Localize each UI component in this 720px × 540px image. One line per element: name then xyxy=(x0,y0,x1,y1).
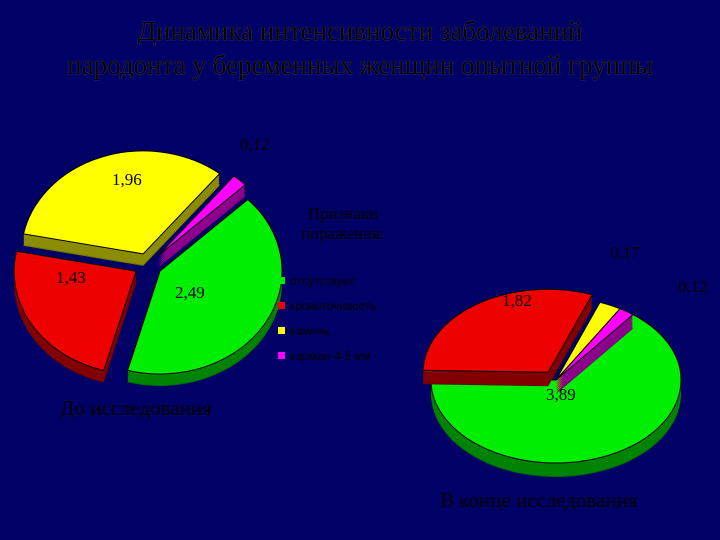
data-label: 3,89 xyxy=(546,385,576,404)
data-label: 0,17 xyxy=(610,243,640,262)
data-label: 1,96 xyxy=(112,170,142,189)
pie-slice-top xyxy=(430,313,682,464)
legend-swatch-yellow xyxy=(278,327,285,334)
chart-title: Динамика интенсивности заболеваний парод… xyxy=(0,14,720,82)
legend-item-none: отсутствуют xyxy=(278,268,418,293)
pie-slice xyxy=(422,288,593,387)
pie-slice-top xyxy=(422,288,593,373)
pie-slice-top xyxy=(555,308,634,381)
pie-slice xyxy=(430,313,682,477)
legend-label: кровоточивость xyxy=(290,298,377,313)
caption-before: До исследования xyxy=(60,396,212,420)
legend-title-line-2: поражения: xyxy=(301,224,385,243)
pie-slice-top xyxy=(22,150,221,255)
data-label: 0,12 xyxy=(240,135,270,154)
legend: Признаки поражения: отсутствуют кровоточ… xyxy=(278,204,418,368)
pie-slice-top xyxy=(13,250,137,372)
title-line-2: пародонта у беременных женщин опытной гр… xyxy=(67,50,653,80)
pie-slice-top xyxy=(126,198,283,375)
legend-swatch-red xyxy=(278,302,285,309)
data-label: 2,49 xyxy=(175,283,205,302)
pie-slice xyxy=(126,198,283,387)
pie-slice xyxy=(13,250,137,383)
data-label: 0,12 xyxy=(678,277,708,296)
legend-title: Признаки поражения: xyxy=(278,204,408,244)
legend-title-line-1: Признаки xyxy=(307,204,379,223)
legend-item-calculus: камень xyxy=(278,318,418,343)
legend-item-bleeding: кровоточивость xyxy=(278,293,418,318)
data-label: 1,43 xyxy=(56,268,86,287)
legend-label: отсутствуют xyxy=(290,273,357,288)
pie-slice-top xyxy=(157,175,246,257)
pie-slice xyxy=(157,175,246,269)
title-line-1: Динамика интенсивности заболеваний xyxy=(137,16,583,46)
legend-swatch-magenta xyxy=(278,352,285,359)
data-label: 1,82 xyxy=(502,291,532,310)
pie-slice xyxy=(22,150,221,266)
legend-item-pocket: карман 4-5 мм xyxy=(278,343,418,368)
caption-after: В конце исследования xyxy=(440,488,638,512)
legend-swatch-green xyxy=(278,277,285,284)
pie-slice xyxy=(555,308,634,394)
legend-label: камень xyxy=(290,323,330,338)
legend-label: карман 4-5 мм xyxy=(290,348,371,363)
